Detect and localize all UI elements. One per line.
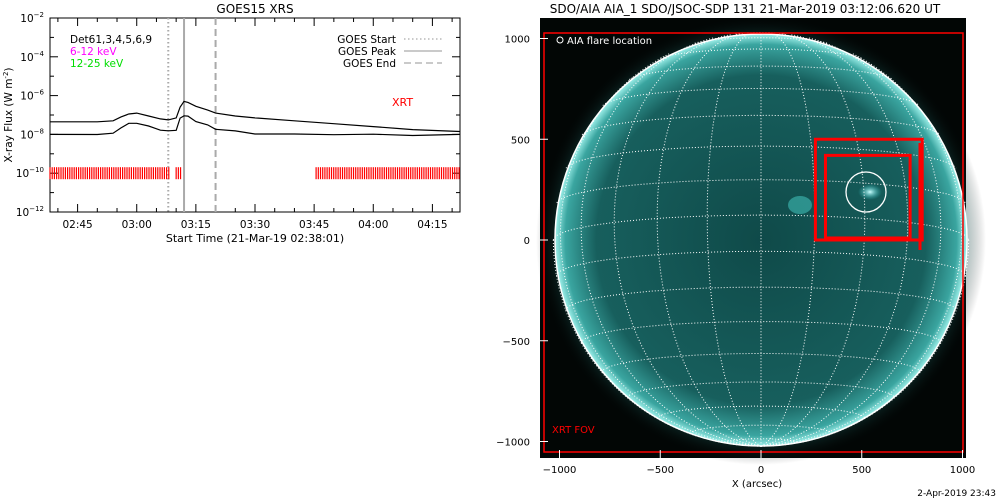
flare-legend-text: AIA flare location (567, 36, 652, 47)
longitude-line (760, 52, 963, 447)
xrt-label: XRT (392, 96, 413, 109)
xrt-pointing-box (823, 153, 912, 240)
goes-series-line (49, 115, 461, 137)
aia-y-tick-label: −500 (503, 337, 530, 348)
aia-x-tick-label: 500 (852, 465, 871, 476)
latitude-line (627, 381, 895, 399)
y-tick-label: 10−8 (20, 127, 44, 141)
aia-x-tick-label: −500 (647, 465, 674, 476)
aia-y-tick-label: 1000 (505, 35, 530, 46)
detector-label: Det61,3,4,5,6,9 (70, 34, 152, 46)
x-tick-label: 03:15 (181, 219, 211, 231)
x-tick-label: 04:15 (417, 219, 447, 231)
longitude-line (706, 32, 762, 447)
xrt-fov-box (543, 32, 964, 453)
x-tick-label: 03:00 (122, 219, 152, 231)
x-tick-label: 03:45 (299, 219, 329, 231)
aia-image-panel: SDO/AIA AIA_1 SDO/JSOC-SDP 131 21-Mar-20… (496, 2, 996, 499)
heliographic-grid (552, 32, 970, 447)
legend-label: GOES Start (337, 34, 396, 46)
aia-y-tick-label: 500 (511, 135, 530, 146)
aia-y-tick-label: −1000 (496, 438, 530, 449)
band-low-label: 6-12 keV (70, 46, 117, 58)
x-tick-label: 04:00 (358, 219, 388, 231)
goes-ylabel: X-ray Flux (W m-2) (2, 67, 15, 162)
y-tick-label: 10−10 (16, 166, 44, 180)
longitude-line (656, 32, 762, 447)
latitude-line (724, 438, 798, 444)
aia-y-tick-label: 0 (524, 236, 530, 247)
solar-limb (554, 33, 968, 447)
longitude-line (760, 32, 866, 447)
flare-location-circle (845, 171, 887, 213)
goes-title: GOES15 XRS (216, 2, 293, 16)
latitude-line (628, 65, 894, 80)
aia-x-tick-label: 0 (758, 465, 764, 476)
legend-circle-icon (556, 36, 564, 44)
xrt-fov-label: XRT FOV (552, 425, 595, 436)
goes-xrs-chart: GOES15 XRS 10−2 10−4 10−6 10−8 10−10 10−12 02… (2, 2, 461, 245)
latitude-line (581, 114, 941, 136)
xrt-pointing-box (813, 137, 924, 242)
y-tick-label: 10−2 (20, 11, 44, 25)
y-tick-label: 10−6 (20, 89, 44, 103)
band-high-label: 12-25 keV (70, 58, 124, 70)
latitude-line (660, 48, 862, 59)
y-tick-label: 10−12 (16, 205, 44, 219)
flare-bright-core (858, 184, 882, 200)
longitude-line (559, 52, 762, 447)
x-tick-label: 03:30 (240, 219, 270, 231)
aia-x-tick-label: −1000 (543, 465, 577, 476)
active-region (788, 196, 812, 214)
footer-timestamp: 2-Apr-2019 23:43 (917, 489, 996, 499)
latitude-line (601, 353, 921, 373)
aia-title: SDO/AIA AIA_1 SDO/JSOC-SDP 131 21-Mar-20… (550, 2, 941, 16)
aia-x-tick-label: 1000 (950, 465, 975, 476)
latitude-line (556, 179, 966, 204)
legend-label: GOES Peak (338, 46, 397, 58)
aia-xlabel: X (arcsec) (732, 479, 782, 490)
legend-label: GOES End (343, 58, 396, 70)
latitude-line (656, 405, 866, 419)
x-tick-label: 02:45 (62, 219, 92, 231)
y-tick-label: 10−4 (20, 50, 44, 64)
goes-series-line (50, 100, 461, 133)
solar-disk (555, 34, 967, 446)
goes-xlabel: Start Time (21-Mar-19 02:38:01) (166, 232, 344, 245)
